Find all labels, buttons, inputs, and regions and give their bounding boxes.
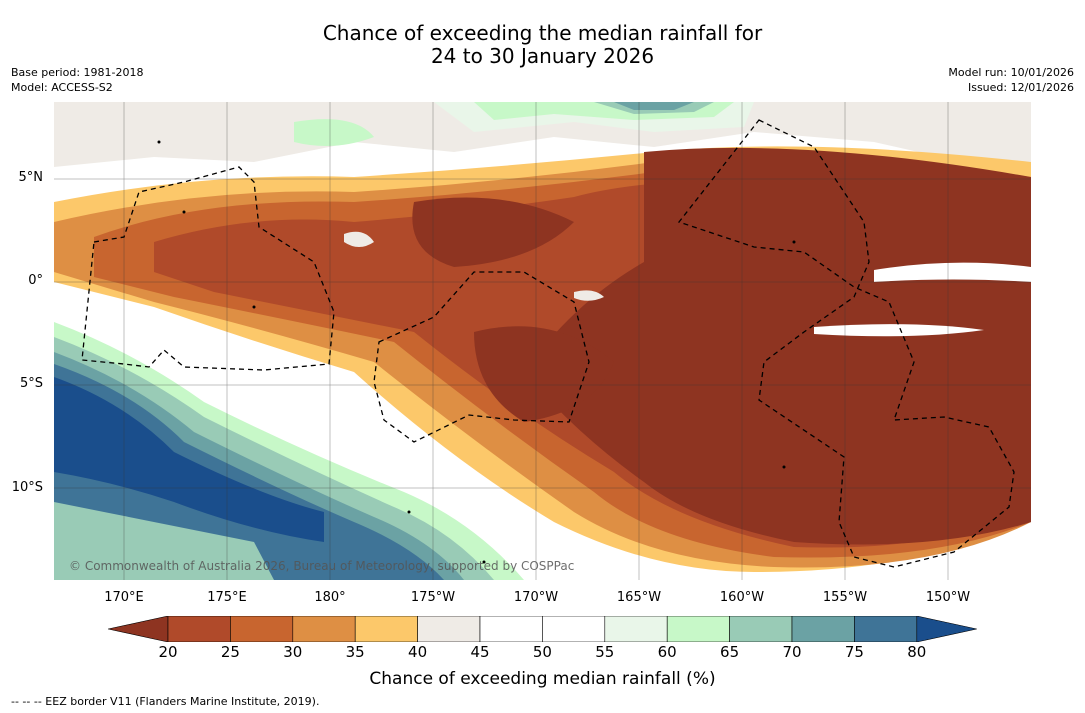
colorbar-cell-45-50	[479, 616, 543, 642]
band-below-20-east	[524, 147, 1031, 545]
colorbar-cell-25-30	[230, 616, 294, 642]
colorbar-tick-30: 30	[283, 643, 303, 661]
colorbar-tick-20: 20	[158, 643, 178, 661]
gap-east-lower	[814, 324, 984, 337]
island-dot	[182, 210, 186, 214]
issued-date: Issued: 12/01/2026	[967, 81, 1074, 94]
island-dot	[482, 560, 486, 564]
colorbar	[108, 616, 977, 642]
colorbar-extend-high	[916, 616, 977, 642]
colorbar-tick-70: 70	[782, 643, 802, 661]
eez-phoenix	[373, 271, 590, 443]
lat-label-10s: 10°S	[11, 480, 43, 495]
colorbar-extend-low	[108, 616, 169, 642]
lon-label-150w: 150°W	[925, 590, 971, 605]
model-name: Model: ACCESS-S2	[11, 81, 113, 94]
colorbar-title: Chance of exceeding median rainfall (%)	[369, 669, 716, 689]
colorbar-cell-20-25	[167, 616, 231, 642]
map-title: Chance of exceeding the median rainfall …	[0, 22, 1085, 68]
lat-label-5s: 5°S	[19, 376, 43, 391]
colorbar-tick-80: 80	[907, 643, 927, 661]
graticule	[54, 102, 1031, 580]
meta-right: Model run: 10/01/2026 Issued: 12/01/2026	[948, 65, 1074, 95]
island-dot	[407, 510, 411, 514]
colorbar-cell-55-60	[604, 616, 668, 642]
lon-label-175w: 175°W	[410, 590, 456, 605]
colorbar-tick-75: 75	[844, 643, 864, 661]
colorbar-cell-30-35	[292, 616, 356, 642]
colorbar-cell-75-80	[854, 616, 918, 642]
title-line-1: Chance of exceeding the median rainfall …	[322, 21, 763, 45]
lon-label-155w: 155°W	[822, 590, 868, 605]
model-run: Model run: 10/01/2026	[948, 66, 1074, 79]
lat-label-5n: 5°N	[18, 170, 44, 185]
band-below-20-central	[412, 197, 574, 267]
gap-east-upper	[874, 262, 1031, 282]
colorbar-cell-65-70	[729, 616, 793, 642]
base-period: Base period: 1981-2018	[11, 66, 144, 79]
islands	[157, 140, 796, 564]
colorbar-cell-35-40	[354, 616, 418, 642]
colorbar-cell-40-45	[417, 616, 481, 642]
island-dot	[782, 465, 786, 469]
band-above-80-sw	[54, 377, 324, 542]
colorbar-tick-45: 45	[470, 643, 490, 661]
band-70-75-north	[614, 102, 694, 110]
colorbar-tick-65: 65	[720, 643, 740, 661]
colorbar-tick-55: 55	[595, 643, 615, 661]
lon-label-175e: 175°E	[207, 590, 247, 605]
colorbar-tick-60: 60	[657, 643, 677, 661]
lon-label-160w: 160°W	[719, 590, 765, 605]
lon-label-165w: 165°W	[616, 590, 662, 605]
lon-label-180: 180°	[314, 590, 346, 605]
meta-left: Base period: 1981-2018 Model: ACCESS-S2	[11, 65, 143, 95]
band-40-45-north	[54, 102, 1031, 167]
gap-central-2	[574, 290, 604, 301]
gap-central	[344, 231, 374, 247]
island-dot	[252, 305, 256, 309]
band-60-65-patch	[294, 119, 374, 146]
colorbar-cells	[108, 616, 977, 642]
colorbar-cell-50-55	[542, 616, 606, 642]
eez-line-islands	[677, 119, 1015, 568]
eez-footnote: -- -- -- EEZ border V11 (Flanders Marine…	[11, 695, 320, 708]
map-svg: © Commonwealth of Australia 2026, Bureau…	[54, 102, 1031, 580]
colorbar-tick-50: 50	[532, 643, 552, 661]
lat-label-0: 0°	[28, 273, 43, 288]
colorbar-tick-35: 35	[345, 643, 365, 661]
copyright-watermark: © Commonwealth of Australia 2026, Bureau…	[69, 559, 574, 573]
eez-borders	[81, 119, 1015, 568]
lon-label-170e: 170°E	[104, 590, 144, 605]
island-dot	[157, 140, 161, 144]
lon-label-170w: 170°W	[513, 590, 559, 605]
colorbar-tick-25: 25	[220, 643, 240, 661]
colorbar-cell-60-65	[666, 616, 730, 642]
eez-kiribati-gilbert	[81, 166, 335, 371]
title-line-2: 24 to 30 January 2026	[430, 44, 655, 68]
band-below-20-south	[474, 326, 614, 422]
band-65-70-sw-lower	[54, 502, 274, 580]
island-dot	[792, 240, 796, 244]
rainfall-map: © Commonwealth of Australia 2026, Bureau…	[54, 102, 1031, 580]
colorbar-tick-40: 40	[408, 643, 428, 661]
colorbar-cell-70-75	[791, 616, 855, 642]
